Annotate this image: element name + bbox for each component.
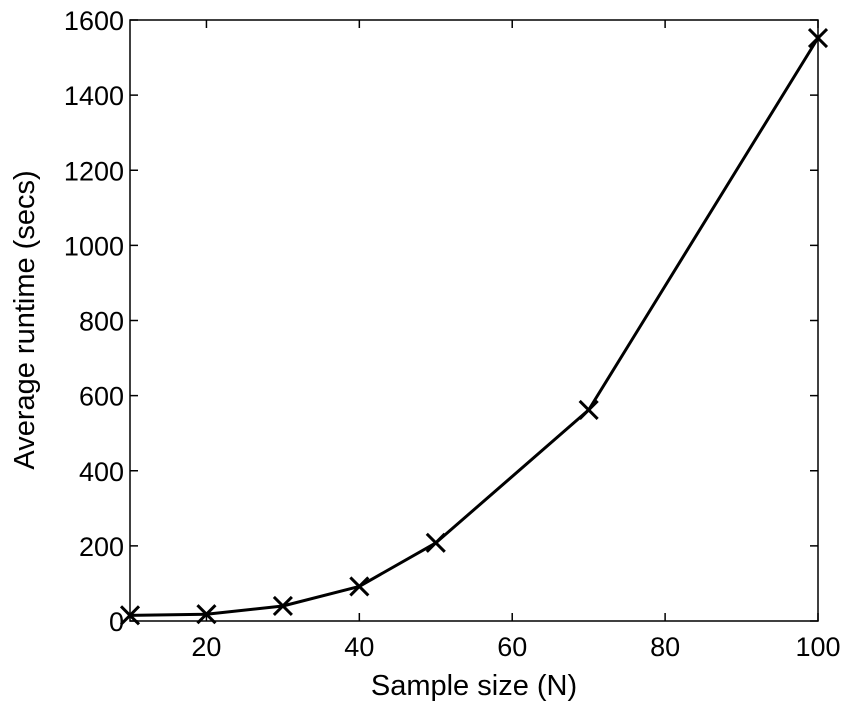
x-tick-label: 60	[497, 632, 527, 662]
y-tick-label: 1000	[64, 231, 124, 261]
y-tick-label: 1600	[64, 6, 124, 36]
y-tick-label: 1400	[64, 81, 124, 111]
y-tick-label: 0	[109, 607, 124, 637]
data-point-marker	[272, 595, 293, 617]
x-tick-label: 40	[344, 632, 374, 662]
x-tick-label: 20	[191, 632, 221, 662]
x-axis-label: Sample size (N)	[371, 670, 577, 702]
x-tick-label: 100	[795, 632, 840, 662]
axis-ticks	[130, 19, 819, 622]
series-line	[129, 37, 820, 617]
y-tick-labels: 0 200 400 600 800 1000 1200 1400 1600	[64, 6, 124, 637]
y-tick-label: 800	[79, 307, 124, 337]
plot-frame	[129, 19, 819, 622]
data-point-marker	[196, 604, 217, 625]
series-layer	[119, 27, 829, 626]
y-axis-label: Average runtime (secs)	[9, 170, 41, 469]
x-tick-labels: 20 40 60 80 100	[191, 632, 840, 662]
data-point-marker	[349, 576, 370, 597]
y-tick-label: 400	[79, 457, 124, 487]
y-tick-label: 1200	[64, 156, 124, 186]
data-point-marker	[425, 532, 446, 553]
data-point-marker	[578, 399, 599, 420]
y-tick-label: 600	[79, 382, 124, 412]
y-tick-label: 200	[79, 532, 124, 562]
x-tick-label: 80	[650, 632, 680, 662]
